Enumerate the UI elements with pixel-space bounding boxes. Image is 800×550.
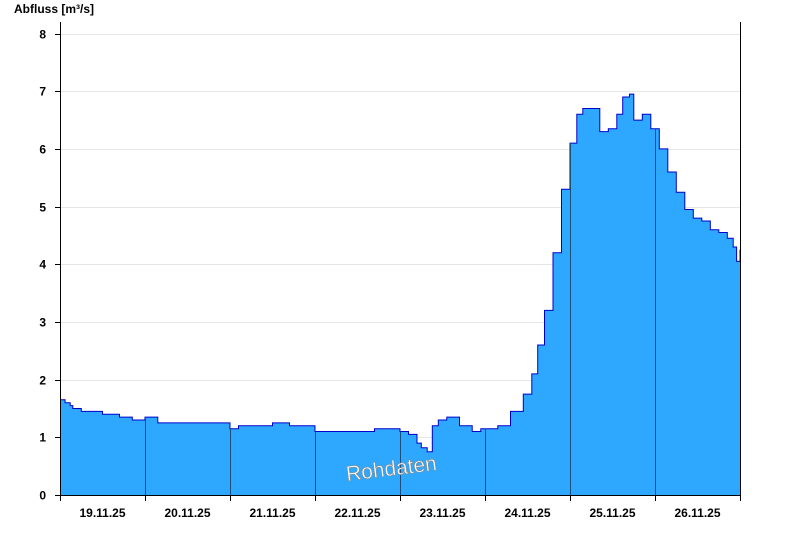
y-tick-label: 6 xyxy=(39,143,46,157)
x-tick-label: 20.11.25 xyxy=(164,506,210,520)
y-tick-label: 5 xyxy=(39,201,46,215)
y-axis-title: Abfluss [m³/s] xyxy=(14,2,94,16)
y-tick-label: 4 xyxy=(39,258,46,272)
day-separator-lines xyxy=(145,128,656,495)
x-tick-label: 21.11.25 xyxy=(249,506,295,520)
y-tick-label: 7 xyxy=(39,85,46,99)
x-tick-label: 26.11.25 xyxy=(674,506,720,520)
y-tick-label: 3 xyxy=(39,316,46,330)
x-axis-ticks: 19.11.25 20.11.25 21.11.25 22.11.25 23.11.25… xyxy=(60,495,741,520)
y-tick-label: 0 xyxy=(39,489,46,503)
x-tick-label: 22.11.25 xyxy=(334,506,380,520)
x-tick-label: 23.11.25 xyxy=(419,506,465,520)
x-tick-label: 19.11.25 xyxy=(79,506,125,520)
y-axis-ticks: 0 1 2 3 4 5 6 7 8 xyxy=(39,28,60,503)
x-tick-label: 25.11.25 xyxy=(589,506,635,520)
y-tick-label: 1 xyxy=(39,431,46,445)
y-tick-label: 2 xyxy=(39,374,46,388)
discharge-line xyxy=(60,93,741,453)
x-tick-label: 24.11.25 xyxy=(504,506,550,520)
y-tick-label: 8 xyxy=(39,28,46,42)
horizontal-gridlines xyxy=(60,34,740,438)
